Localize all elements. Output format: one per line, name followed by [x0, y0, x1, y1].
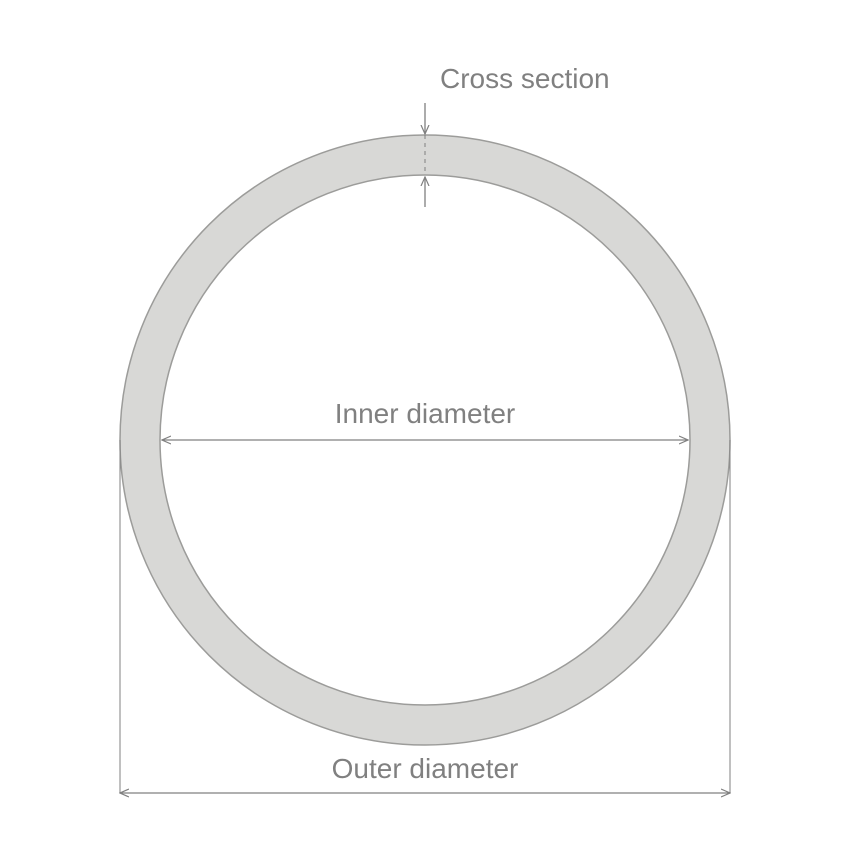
- cross-section-label: Cross section: [440, 63, 610, 94]
- ring-diagram: Cross section Inner diameter Outer diame…: [0, 0, 850, 850]
- inner-diameter-label: Inner diameter: [335, 398, 516, 429]
- outer-diameter-label: Outer diameter: [332, 753, 519, 784]
